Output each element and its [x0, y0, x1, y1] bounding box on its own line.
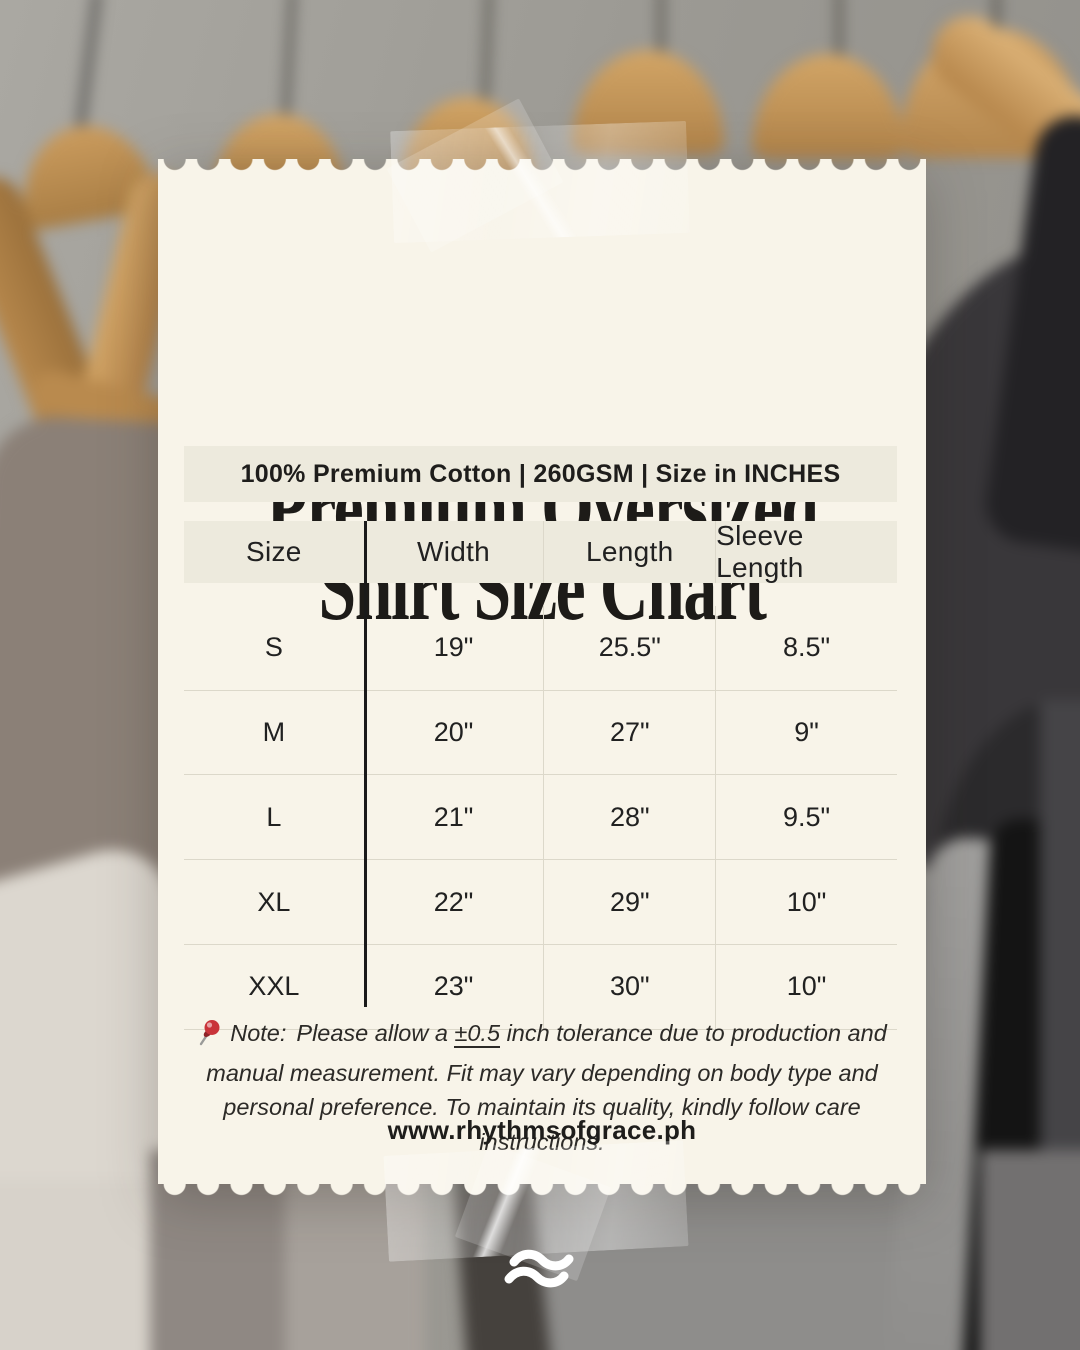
white-shirt: [0, 1180, 170, 1350]
table-cell: 19": [363, 606, 544, 691]
hanger-hook-icon: [836, 0, 842, 68]
table-cell: 23": [363, 945, 544, 1030]
table-cell: 25.5": [543, 605, 716, 691]
brand-logo: [504, 1248, 574, 1294]
table-cell: 20": [363, 691, 544, 776]
subtitle-band: 100% Premium Cotton | 260GSM | Size in I…: [184, 446, 897, 502]
hanger-hook-icon: [993, 0, 1000, 48]
table-cell: M: [184, 691, 364, 776]
table-cell: S: [184, 606, 364, 691]
tape-bottom: [383, 1140, 689, 1262]
tape-top: [390, 120, 690, 244]
note-label: Note:: [230, 1020, 287, 1046]
table-cell: XXL: [184, 945, 364, 1030]
pushpin-icon: [197, 1018, 223, 1056]
table-cell: 10": [715, 860, 897, 945]
table-cell: XL: [184, 860, 364, 945]
wooden-hanger: [752, 54, 904, 159]
note-tolerance-value: ±0.5: [454, 1020, 501, 1048]
gray-heather-shirt: [980, 1150, 1080, 1350]
note-text-before: Please allow a: [296, 1020, 455, 1046]
table-cell: 21": [363, 775, 544, 861]
table-cell: 9.5": [715, 775, 897, 861]
table-cell: 9": [715, 690, 897, 776]
hanger-hook-icon: [282, 0, 296, 124]
double-wave-approx-icon: [504, 1249, 574, 1288]
column-header: Sleeve Length: [715, 520, 897, 583]
table-cell: 22": [363, 860, 544, 945]
size-column-divider: [364, 521, 367, 1007]
table-cell: 8.5": [715, 605, 897, 691]
website-url: www.rhythmsofgrace.ph: [387, 1115, 697, 1145]
table-cell: 28": [543, 775, 716, 861]
size-chart-card: Premium Oversized Shirt Size Chart 100% P…: [158, 159, 926, 1197]
table-cell: 27": [543, 690, 716, 776]
column-header: Width: [363, 521, 544, 583]
size-table: Size Width Length Sleeve Length S 19" 25…: [184, 520, 897, 1030]
table-cell: 30": [543, 944, 716, 1030]
table-cell: 10": [715, 944, 897, 1030]
column-header: Length: [543, 521, 716, 583]
note-text-after: inch tolerance due to production and man…: [206, 1020, 887, 1155]
tolerance-note: Note: Please allow a ±0.5 inch tolerance …: [194, 1016, 890, 1159]
subtitle-text: 100% Premium Cotton | 260GSM | Size in I…: [240, 459, 841, 488]
hanger-hook-icon: [481, 0, 493, 107]
table-cell: 29": [543, 860, 716, 945]
card-body: Premium Oversized Shirt Size Chart 100% P…: [158, 181, 926, 1184]
table-cell: L: [184, 775, 364, 861]
hanger-hook-icon: [658, 0, 664, 73]
column-header: Size: [184, 521, 364, 583]
